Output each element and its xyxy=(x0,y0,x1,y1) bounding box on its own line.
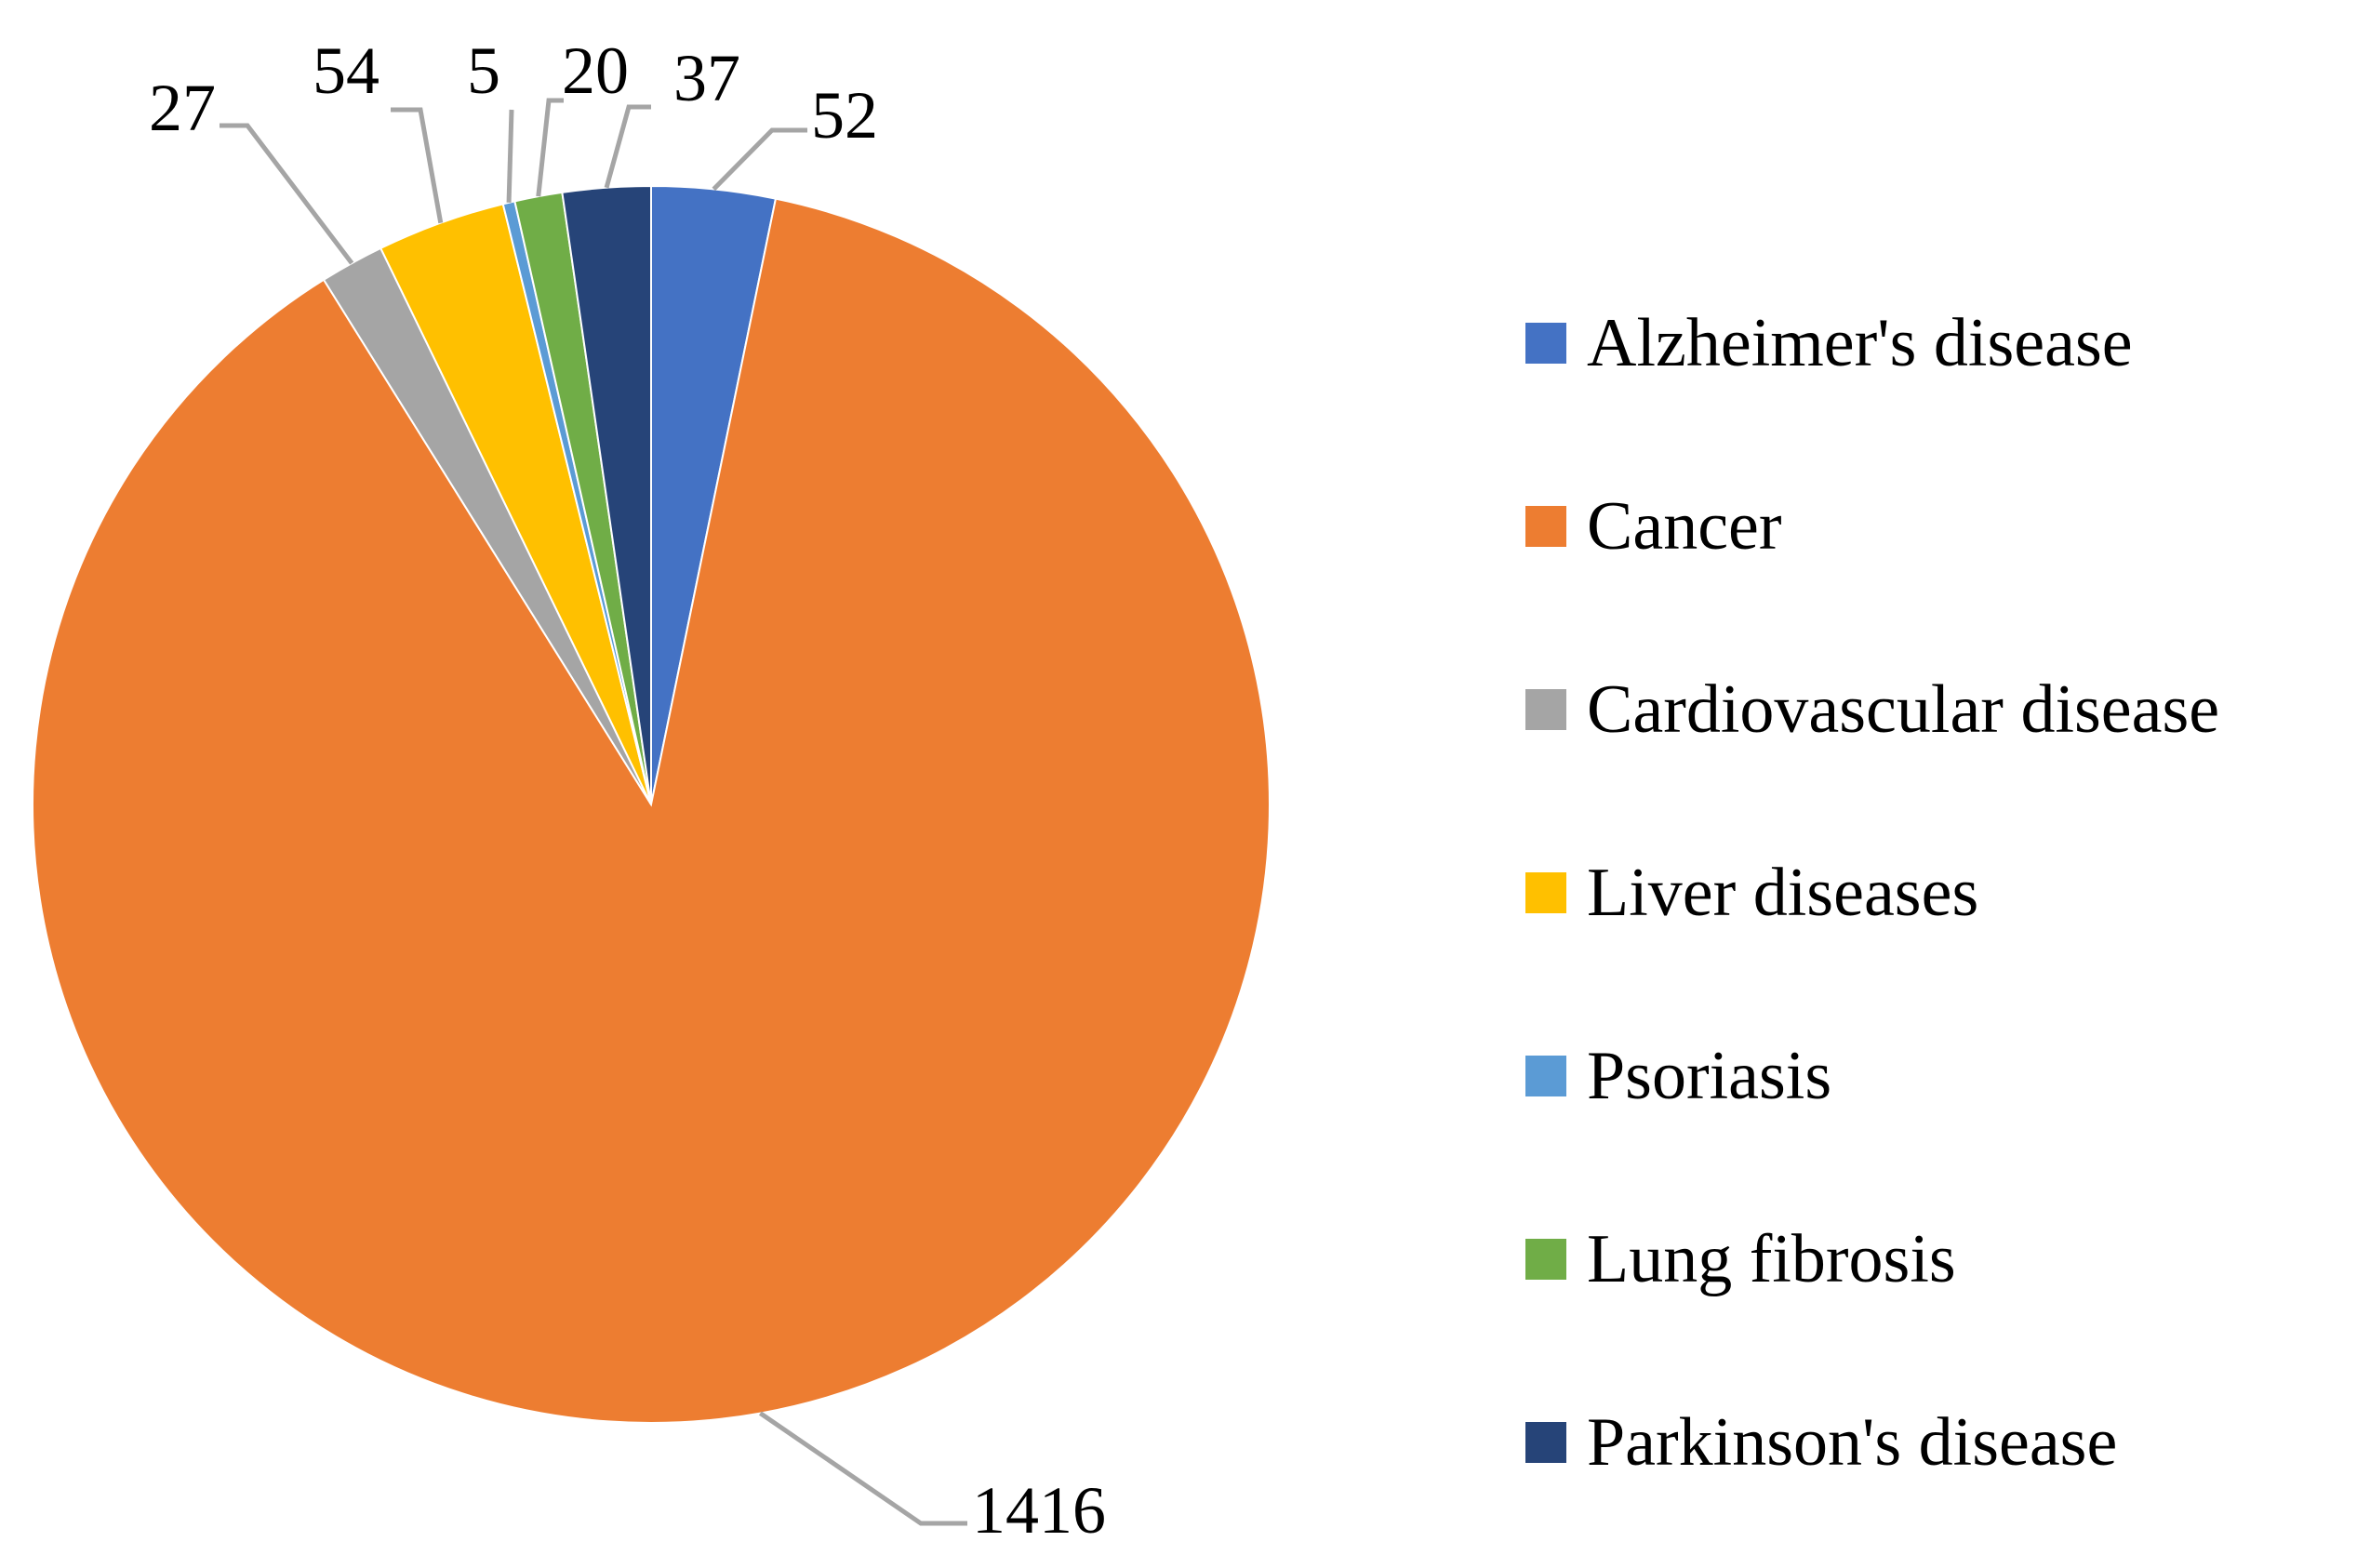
data-label: 5 xyxy=(467,33,500,108)
legend-item-cancer: Cancer xyxy=(1525,434,2219,618)
legend-item-cardiovascular-disease: Cardiovascular disease xyxy=(1525,618,2219,801)
pie-slice-parkinson-s-disease xyxy=(561,184,652,805)
legend-swatch xyxy=(1525,1238,1566,1280)
leader-line xyxy=(604,104,651,189)
legend-item-psoriasis: Psoriasis xyxy=(1525,984,2219,1167)
leader-line xyxy=(712,127,807,192)
chart-legend: Alzheimer's disease Cancer Cardiovascula… xyxy=(1525,251,2219,1534)
data-label: 54 xyxy=(313,33,379,108)
legend-label: Parkinson's disease xyxy=(1587,1403,2118,1481)
legend-item-liver-diseases: Liver diseases xyxy=(1525,801,2219,984)
pie-slice-cancer xyxy=(32,197,1271,1424)
leader-line xyxy=(758,1411,967,1526)
legend-swatch xyxy=(1525,322,1566,364)
legend-label: Psoriasis xyxy=(1587,1037,1832,1114)
data-labels: 52 1416 27 54 5 20 37 xyxy=(149,33,1106,1548)
legend-swatch xyxy=(1525,1055,1566,1096)
data-label: 1416 xyxy=(972,1473,1106,1548)
leader-line xyxy=(391,107,444,224)
legend-swatch xyxy=(1525,505,1566,547)
data-label: 27 xyxy=(149,71,216,145)
legend-swatch xyxy=(1525,688,1566,730)
data-label: 20 xyxy=(562,33,629,108)
legend-item-lung-fibrosis: Lung fibrosis xyxy=(1525,1167,2219,1350)
legend-label: Cardiovascular disease xyxy=(1587,671,2220,748)
leader-line xyxy=(220,123,354,265)
data-label: 52 xyxy=(811,78,878,153)
data-label: 37 xyxy=(673,41,740,115)
legend-label: Liver diseases xyxy=(1587,854,1979,931)
pie-slices xyxy=(32,184,1271,1424)
legend-item-parkinsons-disease: Parkinson's disease xyxy=(1525,1350,2219,1534)
leader-lines xyxy=(220,98,967,1526)
legend-item-alzheimers-disease: Alzheimer's disease xyxy=(1525,251,2219,434)
legend-label: Cancer xyxy=(1587,487,1782,565)
legend-swatch xyxy=(1525,871,1566,913)
leader-line xyxy=(506,109,514,203)
legend-label: Lung fibrosis xyxy=(1587,1220,1956,1297)
legend-label: Alzheimer's disease xyxy=(1587,304,2133,381)
legend-swatch xyxy=(1525,1421,1566,1463)
leader-line xyxy=(536,98,564,197)
